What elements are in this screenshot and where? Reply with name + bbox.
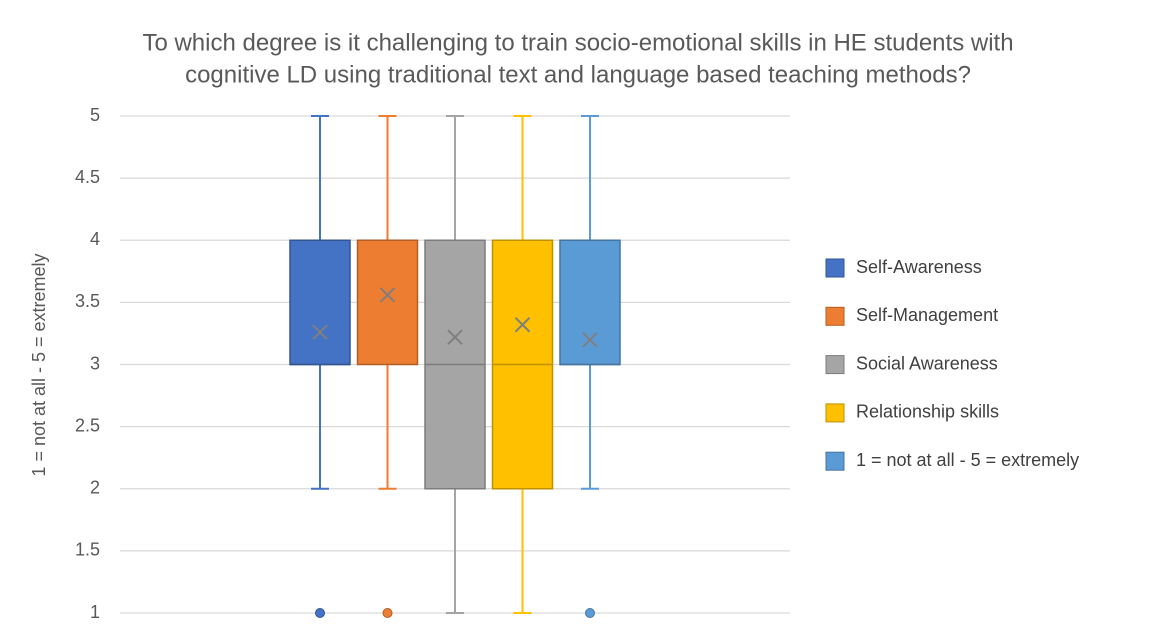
y-tick-label: 1 (90, 602, 100, 622)
y-tick-label: 4.5 (75, 167, 100, 187)
chart-title: To which degree is it challenging to tra… (142, 29, 1013, 56)
y-tick-label: 1.5 (75, 540, 100, 560)
legend-swatch (825, 258, 845, 278)
legend-label: 1 = not at all - 5 = extremely (856, 450, 1079, 470)
y-tick-label: 5 (90, 105, 100, 125)
legend-label: Relationship skills (856, 402, 999, 422)
y-tick-label: 4 (90, 229, 100, 249)
legend-swatch (825, 355, 845, 375)
chart-title: cognitive LD using traditional text and … (185, 61, 971, 88)
legend-label: Social Awareness (856, 353, 998, 373)
mean-marker (582, 331, 598, 348)
mean-marker (312, 324, 328, 340)
box (289, 239, 351, 366)
legend-swatch (825, 403, 845, 423)
y-tick-label: 3 (90, 353, 100, 373)
box (559, 239, 621, 366)
y-tick-label: 2.5 (75, 415, 100, 435)
legend-label: Self-Management (856, 305, 998, 325)
outlier (585, 608, 595, 618)
y-tick-label: 3.5 (75, 291, 100, 311)
legend-swatch (825, 306, 845, 326)
y-axis-label: 1 = not at all - 5 = extremely (29, 253, 49, 476)
outlier (382, 608, 393, 618)
box (356, 239, 419, 366)
mean-marker (447, 329, 463, 345)
y-tick-label: 2 (90, 478, 100, 498)
mean-marker (514, 317, 531, 333)
legend-label: Self-Awareness (856, 257, 982, 277)
outlier (315, 608, 325, 618)
mean-marker (379, 287, 396, 303)
legend-swatch (825, 451, 845, 471)
